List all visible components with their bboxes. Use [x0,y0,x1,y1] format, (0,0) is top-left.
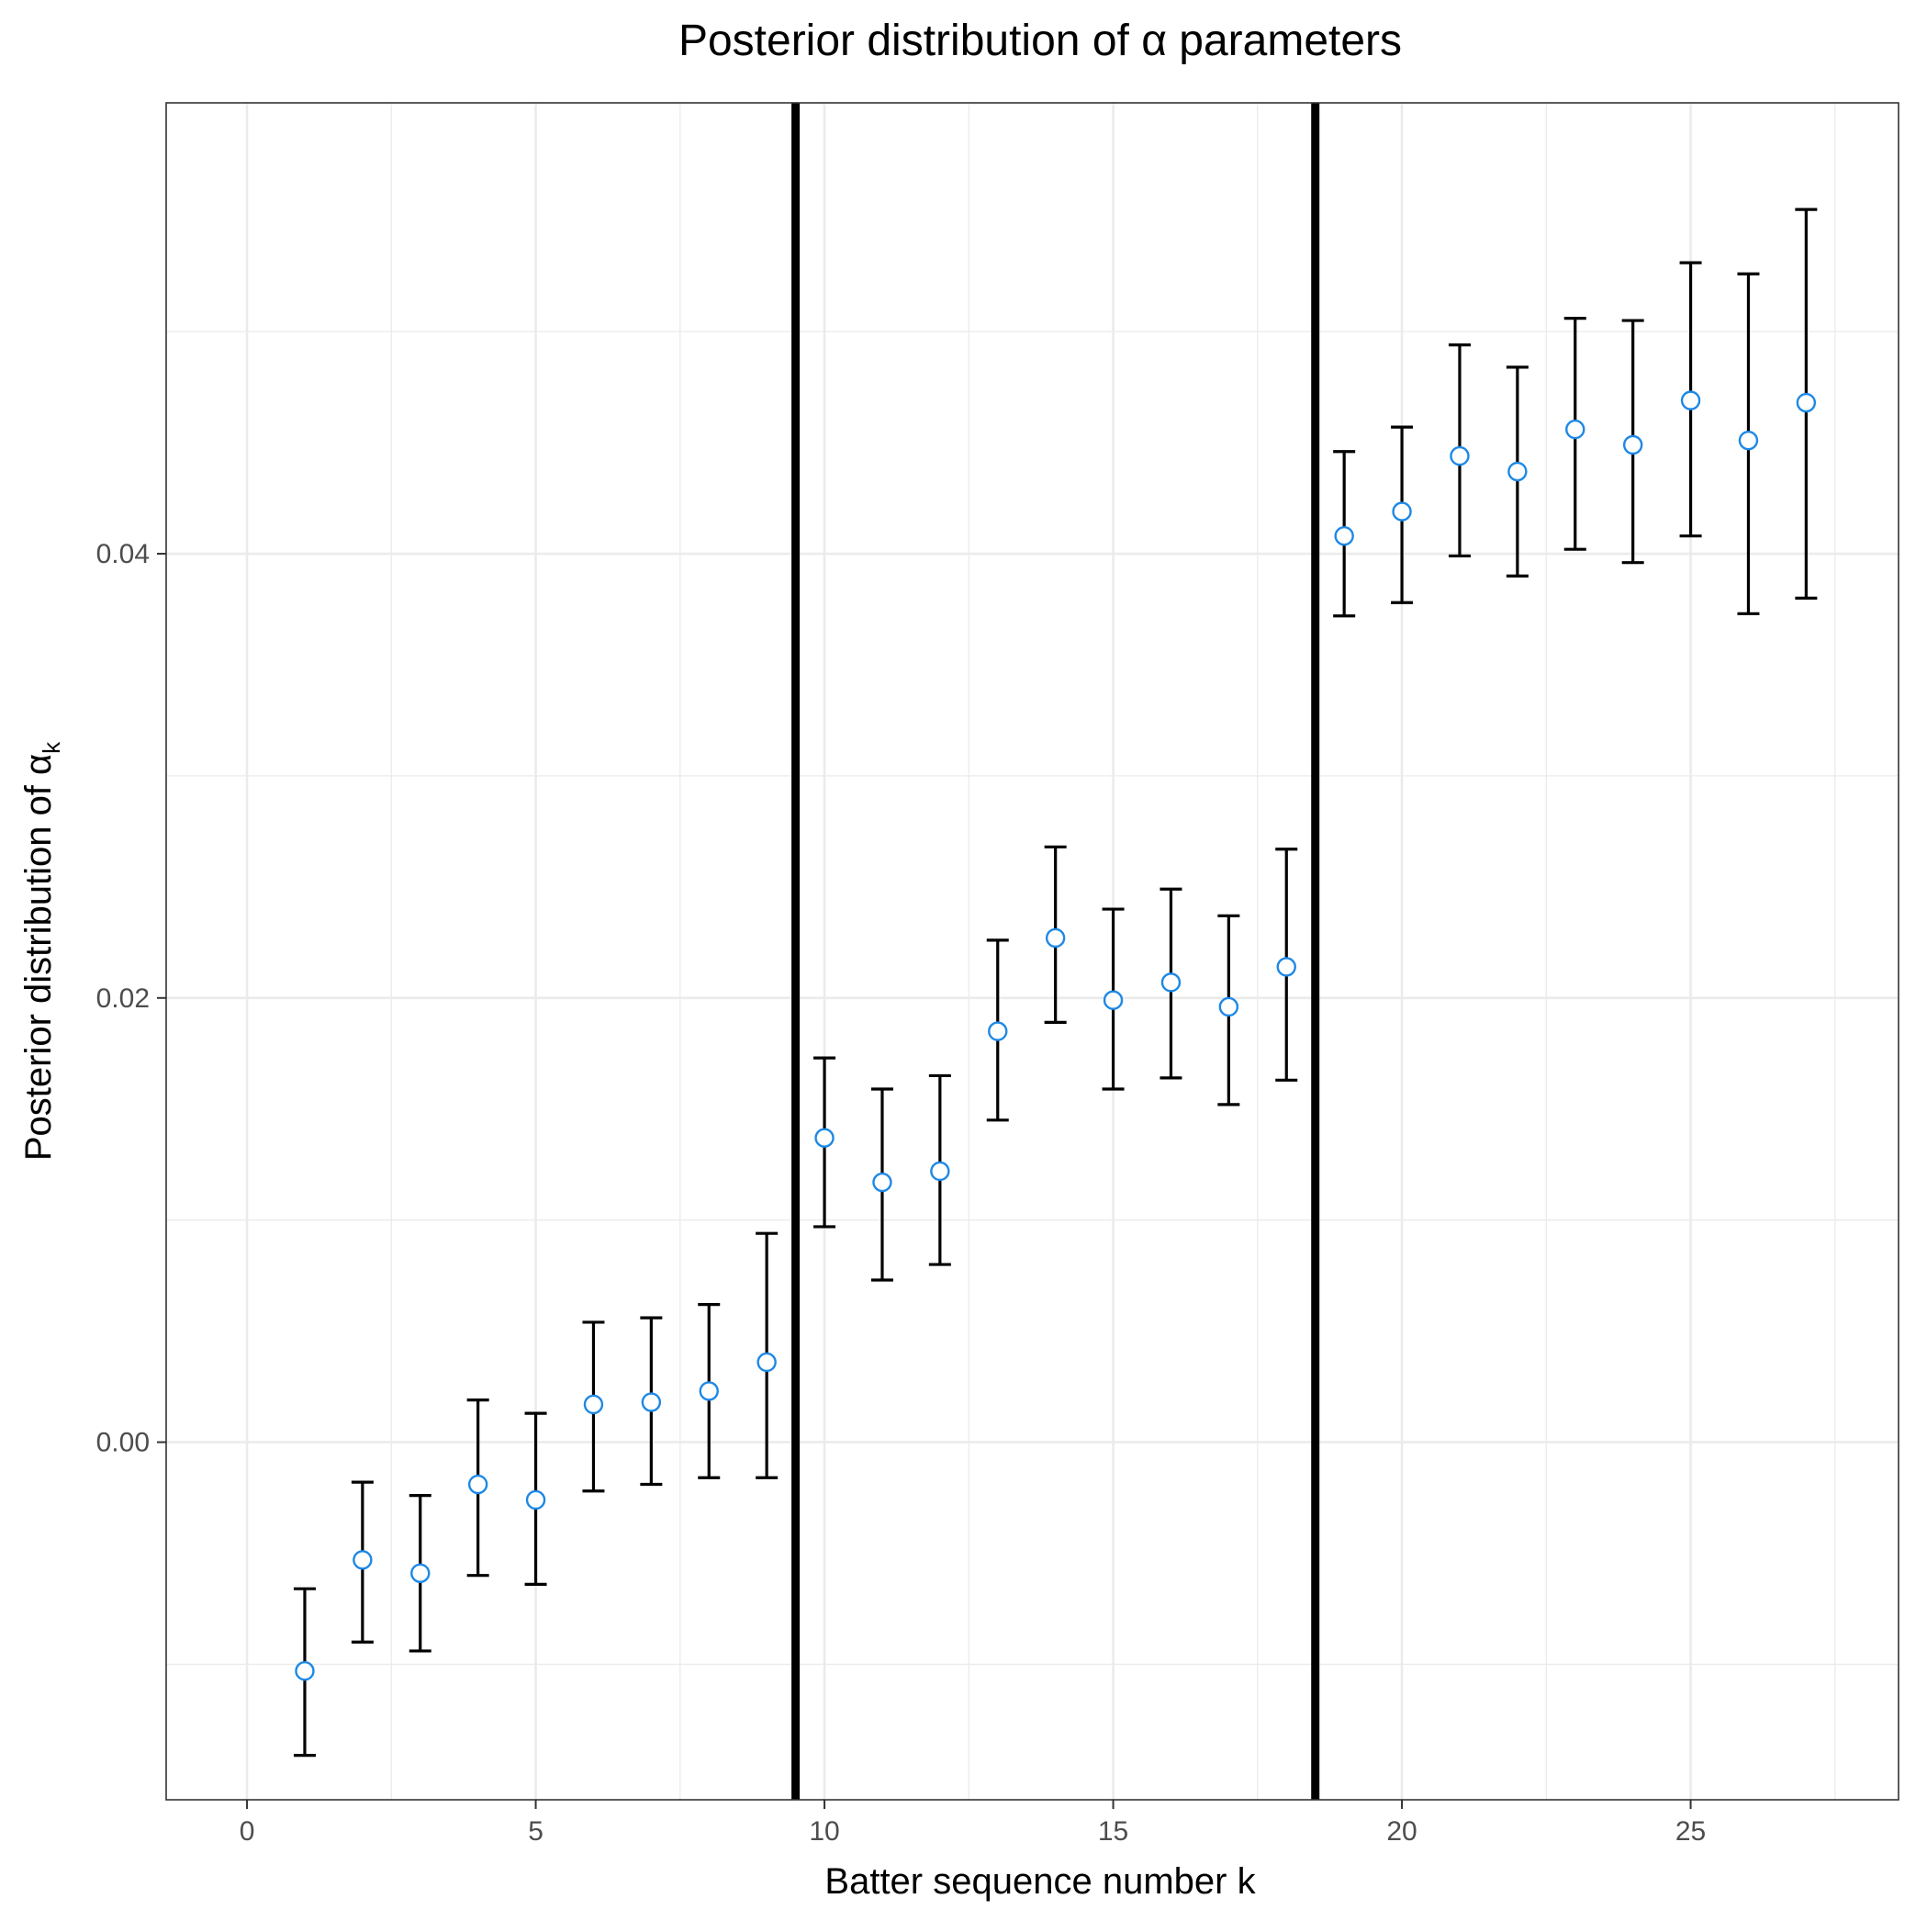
x-tick-label: 20 [1386,1816,1417,1847]
minor-grid [166,103,1899,1800]
data-point [1218,996,1239,1017]
data-point [988,1021,1008,1041]
data-point [641,1392,662,1412]
panel-border [165,102,1899,1801]
data-point [872,1172,892,1193]
data-point [1160,972,1182,993]
y-tick-label: 0.00 [96,1428,150,1458]
data-point [1738,430,1759,451]
data-point [353,1550,373,1570]
data-point [467,1474,488,1495]
points [295,390,1817,1681]
y-axis-ticks: 0.00 0.02 0.04 [96,539,166,1458]
data-point [1392,501,1412,522]
x-axis-ticks: 0 5 10 15 20 25 [240,1800,1706,1847]
data-point [1276,957,1296,977]
x-tick-label: 15 [1098,1816,1128,1847]
data-point [583,1394,604,1415]
x-tick-label: 10 [809,1816,839,1847]
data-point [1103,990,1124,1010]
x-tick-label: 5 [528,1816,543,1847]
x-tick-label: 25 [1675,1816,1706,1847]
data-point [525,1489,546,1511]
x-axis-label: Batter sequence number k [824,1861,1256,1902]
data-point [930,1161,950,1182]
data-point [1565,419,1585,440]
data-point [410,1563,431,1583]
data-point [1796,392,1817,413]
data-point [295,1661,315,1681]
x-tick-label: 0 [240,1816,255,1847]
y-axis-label-subscript: k [38,741,65,754]
data-point [1045,927,1066,949]
data-point [1334,525,1354,546]
y-tick-label: 0.02 [96,983,150,1014]
data-point [1507,461,1528,482]
y-axis-label: Posterior distribution of αk [18,741,65,1161]
data-point [1680,390,1701,410]
data-point [1622,434,1643,455]
data-point [814,1128,835,1148]
y-tick-label: 0.04 [96,539,150,569]
data-point [756,1352,777,1373]
data-point [1450,445,1470,466]
chart-title: Posterior distribution of α parameters [678,17,1402,65]
y-axis-label-main: Posterior distribution of α [18,754,59,1161]
data-point [699,1381,719,1401]
separator-lines [791,103,1320,1800]
